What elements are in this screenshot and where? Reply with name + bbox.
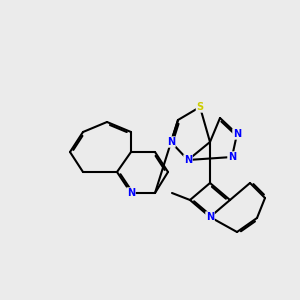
Text: N: N [228, 152, 236, 162]
Text: N: N [127, 188, 135, 198]
Text: N: N [233, 129, 241, 139]
Text: N: N [206, 212, 214, 222]
Text: S: S [196, 102, 204, 112]
Text: N: N [167, 137, 175, 147]
Text: N: N [184, 155, 192, 165]
